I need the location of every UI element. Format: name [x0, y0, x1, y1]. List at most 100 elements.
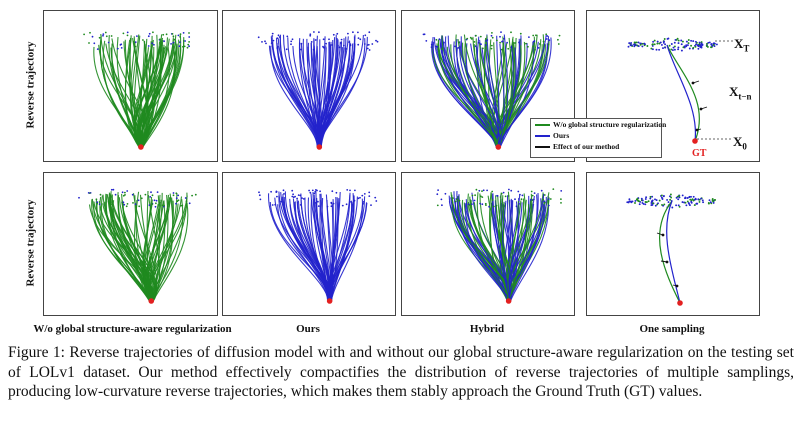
- effect-arrowhead-icon: [699, 107, 703, 111]
- start-points: [258, 189, 378, 208]
- start-point: [686, 200, 689, 203]
- start-point: [532, 45, 535, 48]
- start-point: [156, 191, 159, 193]
- start-point: [663, 38, 666, 40]
- start-point: [368, 31, 371, 34]
- start-point: [340, 42, 342, 44]
- figure: Reverse trajectory Reverse trajectory XT…: [23, 10, 760, 335]
- start-point: [170, 43, 172, 45]
- start-point: [507, 195, 510, 197]
- start-point: [484, 44, 487, 46]
- start-point: [132, 202, 134, 204]
- start-point: [367, 43, 370, 46]
- start-point: [277, 34, 280, 37]
- panel-hybrid-top: [401, 10, 575, 162]
- start-point: [486, 189, 488, 192]
- start-point: [692, 40, 695, 43]
- start-point: [368, 195, 371, 197]
- start-point: [708, 41, 711, 44]
- figure-caption: Figure 1: Reverse trajectories of diffus…: [8, 344, 794, 401]
- start-point: [173, 38, 176, 41]
- start-point: [635, 41, 638, 44]
- start-point: [291, 38, 294, 41]
- trajectory-line: [486, 34, 499, 148]
- trajectory-line: [149, 202, 188, 302]
- start-point: [557, 43, 560, 45]
- start-point: [547, 204, 550, 207]
- start-point: [667, 37, 670, 40]
- legend-label-effect: Effect of our method: [553, 142, 620, 151]
- start-point: [475, 34, 477, 37]
- start-point: [534, 48, 536, 51]
- start-point: [649, 195, 652, 198]
- start-point: [271, 35, 274, 37]
- start-point: [634, 199, 637, 202]
- start-point: [700, 46, 703, 49]
- start-point: [282, 189, 285, 192]
- start-point: [481, 190, 483, 192]
- start-point: [686, 197, 689, 199]
- start-point: [299, 204, 302, 206]
- start-point: [646, 45, 649, 47]
- start-point: [636, 198, 639, 201]
- trajectory-group: [268, 34, 368, 148]
- start-point: [480, 43, 482, 46]
- start-point: [694, 45, 697, 48]
- start-point: [663, 203, 666, 206]
- start-point: [176, 200, 179, 203]
- start-point: [698, 43, 701, 46]
- start-point: [93, 42, 96, 45]
- start-point: [151, 194, 154, 197]
- start-point: [272, 39, 275, 42]
- start-point: [283, 193, 285, 195]
- start-point: [557, 38, 559, 41]
- start-point-cloud: [627, 37, 718, 52]
- start-point: [343, 44, 345, 47]
- start-point: [644, 198, 647, 200]
- start-point: [667, 201, 670, 204]
- start-point: [510, 46, 513, 49]
- start-point: [322, 38, 325, 41]
- start-point: [670, 48, 673, 51]
- start-point: [689, 198, 692, 201]
- start-point: [271, 32, 274, 35]
- start-point: [186, 46, 189, 49]
- start-point: [179, 36, 182, 38]
- start-point: [654, 204, 657, 207]
- start-point: [507, 47, 510, 50]
- start-point: [110, 188, 113, 191]
- start-point: [702, 201, 705, 204]
- row-label-top: Reverse trajectory: [23, 10, 39, 160]
- start-point: [346, 189, 349, 191]
- start-point: [668, 44, 671, 47]
- ground-truth-point: [677, 300, 683, 306]
- row-label-text: Reverse trajectory: [25, 41, 37, 129]
- start-point: [330, 202, 333, 205]
- start-point: [518, 41, 520, 44]
- start-point: [651, 195, 654, 198]
- start-point: [677, 46, 680, 49]
- panel-ours-bottom: [222, 172, 396, 316]
- effect-arrowhead-icon: [675, 284, 679, 288]
- trajectory-line: [469, 196, 509, 302]
- start-point: [641, 201, 644, 204]
- start-point: [504, 195, 507, 198]
- start-point: [690, 200, 693, 203]
- start-point: [710, 46, 712, 49]
- start-point: [681, 201, 684, 204]
- start-point: [711, 199, 714, 202]
- start-point: [560, 198, 562, 200]
- start-point: [325, 42, 327, 45]
- start-point: [349, 44, 352, 47]
- start-point: [371, 43, 374, 45]
- start-point: [338, 46, 341, 49]
- start-point: [147, 45, 150, 47]
- trajectory-line: [495, 39, 550, 148]
- start-point: [357, 31, 359, 34]
- start-point: [713, 198, 716, 201]
- start-point: [560, 202, 562, 204]
- start-point: [547, 198, 550, 200]
- start-point: [499, 196, 502, 198]
- start-point: [669, 193, 672, 196]
- effect-arrowhead-icon: [691, 81, 695, 85]
